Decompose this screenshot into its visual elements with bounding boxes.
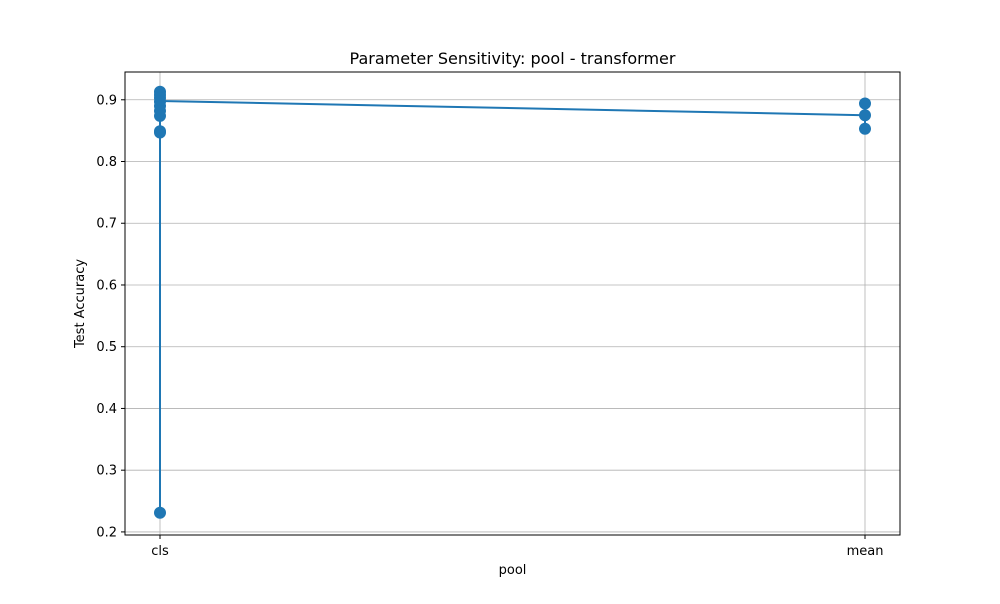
data-point <box>859 109 871 122</box>
series-line <box>159 100 866 117</box>
chart-title: Parameter Sensitivity: pool - transforme… <box>350 49 676 68</box>
tick-layer: 0.2 0.3 0.4 0.5 0.6 0.7 0.8 0.9 cls mean <box>96 93 883 559</box>
y-axis-label: Test Accuracy <box>73 259 88 349</box>
data-point <box>859 97 871 110</box>
grid-layer <box>125 72 900 535</box>
data-point <box>154 506 166 519</box>
data-point <box>154 109 166 122</box>
y-tick-label: 0.8 <box>96 155 117 170</box>
y-tick-label: 0.3 <box>96 464 117 479</box>
y-tick-label: 0.6 <box>96 278 117 293</box>
x-tick-label: cls <box>151 544 169 559</box>
y-tick-label: 0.9 <box>96 93 117 108</box>
x-tick-label: mean <box>847 544 884 559</box>
y-tick-label: 0.5 <box>96 340 117 355</box>
x-axis-label: pool <box>499 563 527 578</box>
y-tick-label: 0.7 <box>96 217 117 232</box>
data-point <box>154 126 166 139</box>
axes-frame <box>124 71 901 536</box>
y-tick-label: 0.4 <box>96 402 117 417</box>
data-point <box>859 122 871 135</box>
y-tick-label: 0.2 <box>96 525 117 540</box>
data-layer <box>154 85 871 519</box>
